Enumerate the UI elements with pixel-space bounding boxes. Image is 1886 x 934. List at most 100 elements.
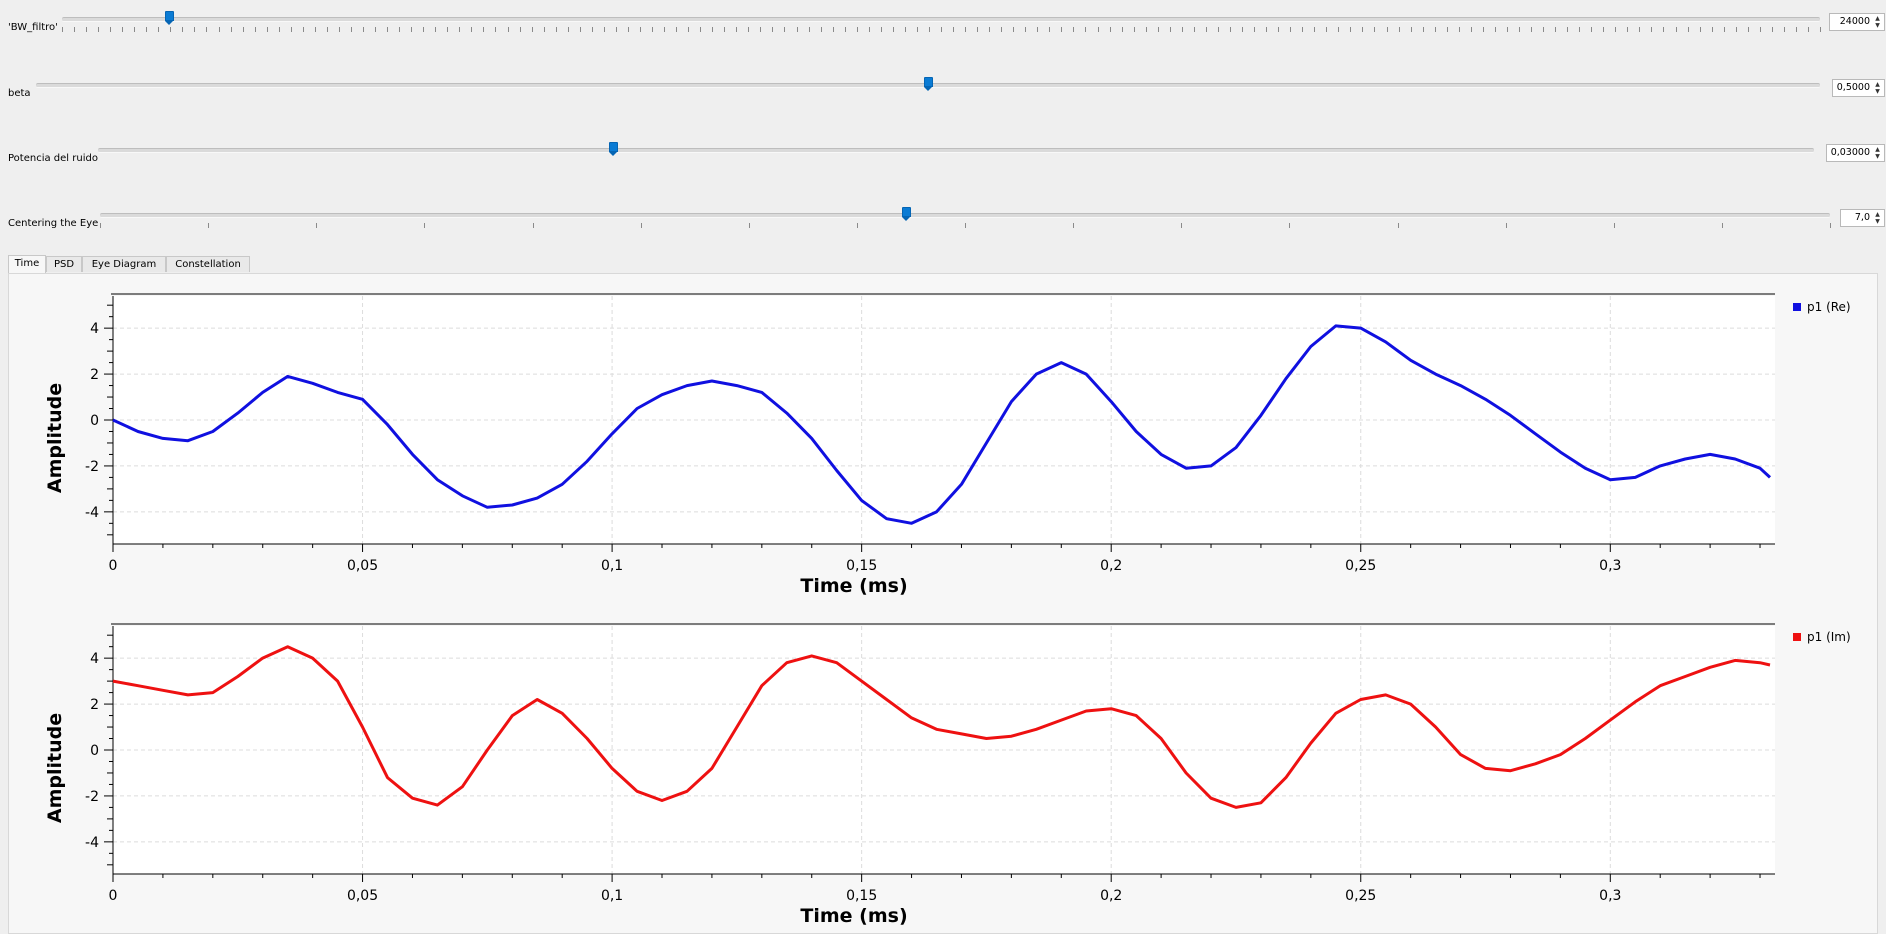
slider-tick: [1506, 27, 1508, 32]
slider-tick: [1289, 223, 1291, 228]
slider-tick: [375, 27, 377, 32]
y-tick-label: 0: [90, 743, 99, 759]
spin-down-icon[interactable]: ▼: [1875, 153, 1880, 160]
slider-tick: [676, 27, 678, 32]
spin-up-icon[interactable]: ▲: [1875, 146, 1880, 153]
slider-tick: [712, 27, 714, 32]
tab-eye-diagram[interactable]: Eye Diagram: [82, 256, 166, 272]
slider-tick: [471, 27, 473, 32]
slider-tick: [1157, 27, 1159, 32]
slider-tick: [1181, 223, 1183, 228]
slider-tick: [350, 27, 352, 32]
slider-tick: [1639, 27, 1641, 32]
slider-tick: [1374, 27, 1376, 32]
spin-down-icon[interactable]: ▼: [1875, 22, 1880, 29]
x-tick-label: 0: [109, 558, 118, 574]
slider-tick: [603, 27, 605, 32]
y-tick-label: -4: [85, 835, 99, 851]
spin-arrows-icon[interactable]: ▲ ▼: [1872, 81, 1883, 95]
tab-time[interactable]: Time: [8, 255, 46, 273]
slider-handle[interactable]: [608, 142, 618, 156]
spin-arrows-icon[interactable]: ▲ ▼: [1872, 211, 1883, 225]
slider-tick: [98, 27, 100, 32]
spinbox-value[interactable]: 0,5000: [1836, 82, 1870, 93]
slider-tick: [1073, 223, 1075, 228]
slider-tick: [1254, 27, 1256, 32]
spin-up-icon[interactable]: ▲: [1875, 211, 1880, 218]
slider-tick: [399, 27, 401, 32]
slider-tick: [1242, 27, 1244, 32]
slider-tick: [1314, 27, 1316, 32]
slider-tick: [519, 27, 521, 32]
legend-label[interactable]: p1 (Im): [1807, 630, 1851, 644]
spinbox-value[interactable]: 24000: [1839, 16, 1870, 27]
slider-tick: [1615, 27, 1617, 32]
slider-tick: [639, 27, 641, 32]
slider-tick: [424, 223, 426, 228]
slider-tick: [1434, 27, 1436, 32]
slider-tick: [1350, 27, 1352, 32]
slider-tick: [640, 223, 642, 228]
imag-part-plot[interactable]: 4 2 0 -2 -4 0 0,05 0,1 0,15 0,2 0,25 0,3 Time (ms) Am…: [9, 604, 1877, 934]
slider-tick: [110, 27, 112, 32]
slider-tick: [1470, 27, 1472, 32]
spinbox[interactable]: 0,03000 ▲ ▼: [1826, 144, 1885, 162]
slider-tick: [1505, 223, 1507, 228]
real-part-plot[interactable]: 4 2 0 -2 -4 0 0,05 0,1 0,15 0,2 0,25 0,3 Time (ms) Am…: [9, 274, 1877, 604]
slider-tick: [1398, 27, 1400, 32]
slider-tick: [182, 27, 184, 32]
slider-tick: [1097, 27, 1099, 32]
slider-tick: [1830, 223, 1831, 228]
spinbox[interactable]: 7,0 ▲ ▼: [1840, 209, 1885, 227]
slider-tick: [1783, 27, 1785, 32]
x-tick-label: 0,3: [1599, 888, 1621, 904]
legend-label[interactable]: p1 (Re): [1807, 300, 1851, 314]
spin-arrows-icon[interactable]: ▲ ▼: [1872, 15, 1883, 29]
slider-tick: [1482, 27, 1484, 32]
slider-track[interactable]: [98, 148, 1814, 153]
slider-tick: [1121, 27, 1123, 32]
slider-tick: [1422, 27, 1424, 32]
slider-tick: [796, 27, 798, 32]
slider-tick: [1651, 27, 1653, 32]
slider-handle[interactable]: [902, 207, 912, 221]
slider-tick: [1687, 27, 1689, 32]
spin-arrows-icon[interactable]: ▲ ▼: [1872, 146, 1883, 160]
spin-up-icon[interactable]: ▲: [1875, 15, 1880, 22]
slider-tick: [892, 27, 894, 32]
slider-tick: [1458, 27, 1460, 32]
slider-tick: [1145, 27, 1147, 32]
tab-constellation[interactable]: Constellation: [166, 256, 250, 272]
slider-handle[interactable]: [165, 11, 175, 25]
x-tick-label: 0,05: [347, 888, 378, 904]
slider-tick: [1711, 27, 1713, 32]
spin-up-icon[interactable]: ▲: [1875, 81, 1880, 88]
slider-row-1: beta 0,5000 ▲ ▼: [0, 74, 1886, 108]
spinbox-value[interactable]: 7,0: [1854, 212, 1870, 223]
slider-tick: [1699, 27, 1701, 32]
series-line: [112, 324, 1772, 525]
slider-tick: [1013, 27, 1015, 32]
slider-track[interactable]: [62, 17, 1820, 22]
y-tick-label: 4: [90, 321, 99, 337]
spin-down-icon[interactable]: ▼: [1875, 88, 1880, 95]
slider-tick: [338, 27, 340, 32]
spinbox[interactable]: 0,5000 ▲ ▼: [1832, 79, 1885, 97]
slider-tick: [1229, 27, 1231, 32]
slider-tick: [423, 27, 425, 32]
legend-swatch: [1793, 633, 1801, 641]
slider-tick: [1795, 27, 1797, 32]
slider-tick: [772, 27, 774, 32]
slider-tick: [158, 27, 160, 32]
slider-handle[interactable]: [924, 77, 933, 91]
slider-tick: [1555, 27, 1557, 32]
slider-tick: [1169, 27, 1171, 32]
slider-track[interactable]: [100, 213, 1830, 218]
spin-down-icon[interactable]: ▼: [1875, 218, 1880, 225]
spinbox[interactable]: 24000 ▲ ▼: [1829, 13, 1885, 31]
slider-tick: [916, 27, 918, 32]
spinbox-value[interactable]: 0,03000: [1830, 147, 1870, 158]
slider-tick: [1663, 27, 1665, 32]
slider-tick: [146, 27, 148, 32]
tab-psd[interactable]: PSD: [46, 256, 82, 272]
